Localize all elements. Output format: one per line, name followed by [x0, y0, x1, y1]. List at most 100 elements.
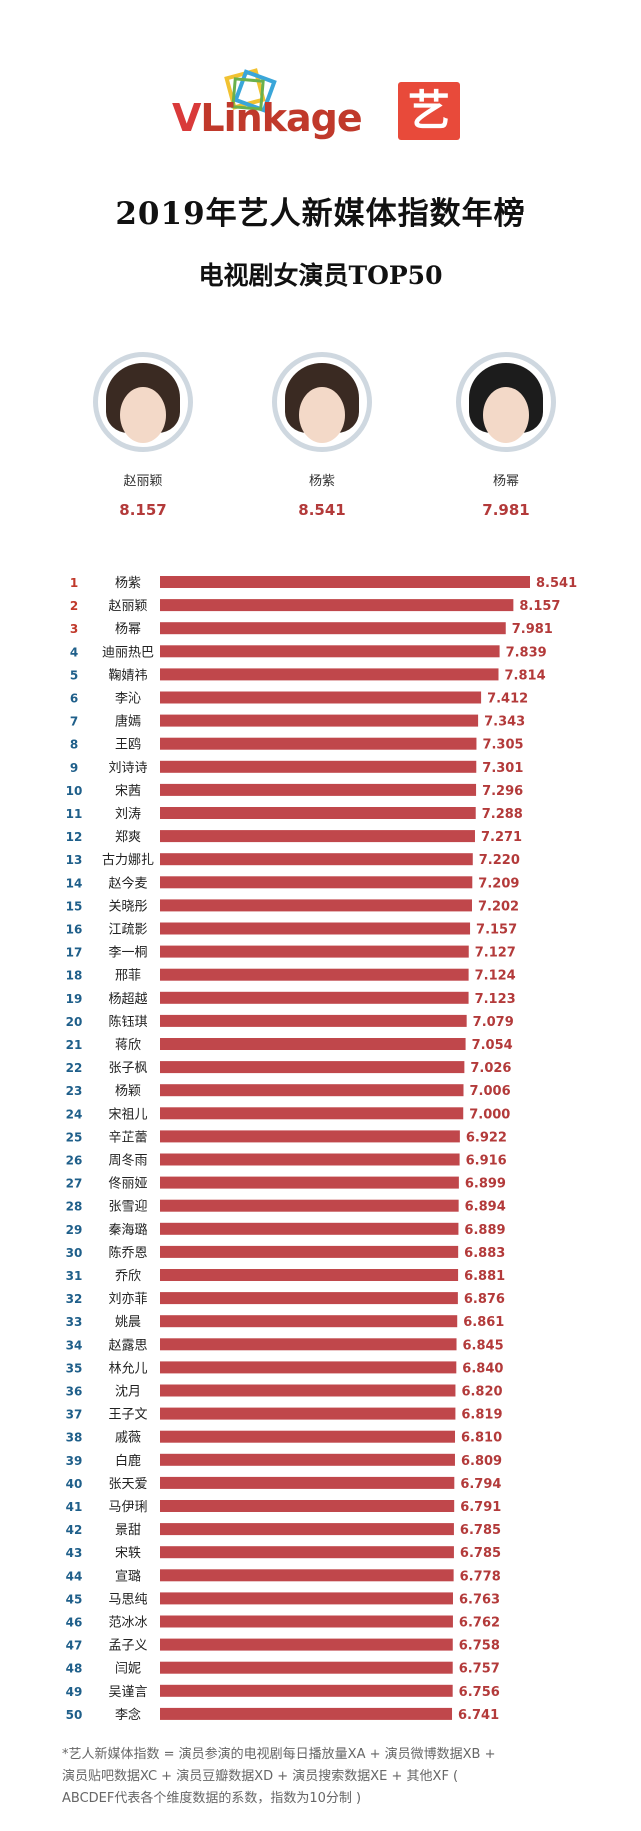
rank-number: 6: [70, 692, 78, 706]
bar: [160, 1292, 458, 1305]
bar: [160, 1130, 460, 1143]
bar: [160, 1384, 456, 1397]
rank-number: 37: [66, 1408, 83, 1422]
data-label: 7.981: [512, 622, 553, 637]
bar: [160, 1061, 465, 1074]
podium: 赵丽颖 8.157 杨紫 8.541 杨幂 7.981: [0, 352, 641, 532]
rank-number: 23: [66, 1084, 83, 1098]
rank-number: 26: [66, 1154, 83, 1168]
bar: [160, 714, 479, 727]
category-label: 陈钰琪: [108, 1014, 147, 1030]
data-label: 7.079: [473, 1015, 514, 1030]
bar: [160, 991, 469, 1004]
podium-third: 杨幂 7.981: [446, 352, 566, 519]
bar: [160, 599, 514, 612]
category-label: 刘诗诗: [108, 761, 147, 776]
bar: [160, 1176, 459, 1189]
category-label: 唐嫣: [115, 714, 141, 730]
data-label: 6.840: [462, 1361, 503, 1376]
rank-number: 11: [66, 807, 83, 821]
bar: [160, 576, 530, 588]
data-label: 7.054: [472, 1038, 513, 1053]
category-label: 古力娜扎: [102, 853, 154, 868]
category-label: 赵丽颖: [108, 599, 147, 614]
category-label: 杨紫: [115, 576, 141, 591]
rank-number: 27: [66, 1177, 83, 1191]
podium-score: 7.981: [482, 501, 530, 519]
rank-number: 20: [66, 1015, 83, 1029]
data-label: 6.819: [461, 1408, 502, 1423]
data-label: 6.809: [461, 1454, 502, 1469]
category-label: 杨颖: [115, 1084, 141, 1099]
category-label: 郑爽: [115, 830, 141, 845]
rank-number: 14: [66, 876, 83, 890]
rank-number: 24: [66, 1107, 83, 1121]
rank-number: 15: [66, 899, 83, 913]
bar: [160, 899, 472, 912]
bar: [160, 1269, 459, 1281]
rank-number: 5: [70, 668, 78, 682]
bar: [160, 968, 469, 981]
data-label: 6.899: [465, 1177, 506, 1192]
bar: [160, 760, 477, 773]
bar: [160, 737, 477, 750]
category-label: 吴谨言: [108, 1685, 147, 1700]
category-label: 孟子义: [108, 1639, 147, 1654]
page-title: 2019年艺人新媒体指数年榜: [115, 196, 526, 232]
data-label: 7.157: [476, 923, 517, 938]
footnote: *艺人新媒体指数 = 演员参演的电视剧每日播放量XA + 演员微博数据XB + …: [62, 1744, 602, 1810]
category-label: 李一桐: [108, 946, 147, 961]
page-subtitle: 电视剧女演员TOP50: [198, 261, 443, 290]
rank-number: 3: [70, 622, 78, 636]
bar: [160, 853, 473, 866]
data-label: 6.889: [464, 1223, 505, 1238]
category-label: 杨超越: [108, 992, 147, 1007]
category-label: 蒋欣: [115, 1038, 141, 1053]
podium-score: 8.541: [298, 501, 346, 519]
rank-number: 8: [70, 738, 78, 752]
data-label: 7.412: [487, 692, 528, 707]
category-label: 关晓彤: [108, 899, 147, 914]
category-label: 刘亦菲: [108, 1291, 147, 1307]
category-label: 沈月: [115, 1385, 141, 1400]
bar: [160, 1615, 453, 1628]
category-label: 李念: [115, 1707, 141, 1723]
data-label: 6.756: [459, 1685, 500, 1700]
data-label: 6.861: [463, 1315, 504, 1330]
bar: [160, 945, 469, 958]
data-label: 7.127: [475, 946, 516, 961]
rank-number: 42: [66, 1523, 83, 1537]
category-label: 宋轶: [115, 1546, 141, 1561]
data-label: 6.741: [458, 1708, 499, 1723]
bar: [160, 1523, 454, 1536]
rank-number: 9: [70, 761, 78, 775]
bar: [160, 1592, 453, 1605]
rank-number: 1: [70, 576, 78, 590]
category-label: 周冬雨: [108, 1153, 147, 1169]
bar: [160, 1014, 467, 1027]
data-label: 6.894: [465, 1200, 506, 1215]
podium-first: 杨紫 8.541: [262, 352, 382, 519]
bar: [160, 807, 476, 819]
category-label: 王子文: [108, 1408, 147, 1423]
rank-number: 10: [66, 784, 83, 798]
vlinkage-logo-mark-icon: [224, 68, 277, 113]
rank-number: 19: [66, 992, 83, 1006]
bar: [160, 922, 471, 935]
bar: [160, 1546, 454, 1559]
data-label: 6.763: [459, 1592, 500, 1607]
bar: [160, 1084, 464, 1097]
rank-number: 16: [66, 923, 83, 937]
bar: [160, 1430, 456, 1443]
bar: [160, 1407, 456, 1420]
rank-number: 45: [66, 1592, 83, 1606]
bar: [160, 1707, 453, 1720]
rank-number: 40: [66, 1477, 83, 1491]
category-label: 马伊琍: [108, 1500, 147, 1515]
bar: [160, 1153, 460, 1166]
data-label: 7.026: [470, 1061, 511, 1076]
category-label: 林允儿: [108, 1360, 147, 1376]
data-label: 6.758: [459, 1639, 500, 1654]
data-label: 6.820: [461, 1385, 502, 1400]
bar: [160, 1453, 455, 1466]
